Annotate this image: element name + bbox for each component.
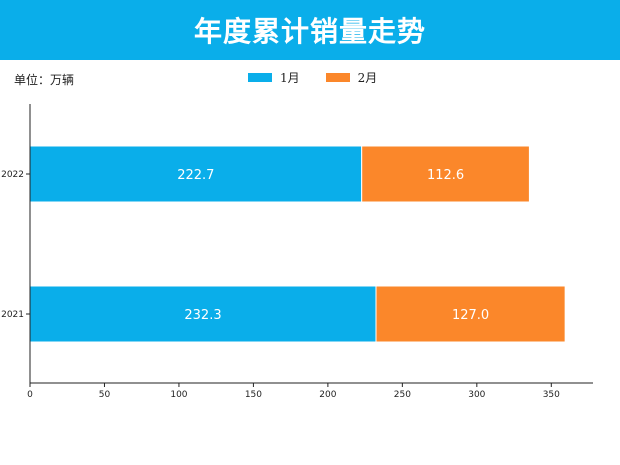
bar-label-2021-series-1: 232.3 <box>184 308 221 323</box>
bar-label-2022-series-2: 112.6 <box>427 168 464 183</box>
x-tick-label-150: 150 <box>245 390 262 400</box>
x-tick-label-250: 250 <box>394 390 411 400</box>
legend-item-feb: 2月 <box>325 69 378 86</box>
bar-label-2022-series-1: 222.7 <box>177 168 214 183</box>
x-tick-label-200: 200 <box>319 390 336 400</box>
x-tick-label-350: 350 <box>543 390 560 400</box>
chart-legend: 1月 2月 <box>248 69 403 86</box>
y-tick-label-2022: 2022 <box>1 170 24 180</box>
unit-label: 单位：万辆 <box>14 73 75 87</box>
x-tick-label-300: 300 <box>468 390 485 400</box>
legend-swatch-feb <box>325 73 350 82</box>
legend-item-jan: 1月 <box>248 69 300 86</box>
bar-2021-series-2 <box>375 285 566 343</box>
legend-label-jan: 1月 <box>280 71 300 85</box>
title-bar: 年度累计销量走势 <box>0 0 620 60</box>
bar-2022-series-1 <box>29 145 363 203</box>
bar-2022-series-2 <box>361 145 530 203</box>
y-tick-label-2021: 2021 <box>1 310 24 320</box>
x-tick-label-50: 50 <box>99 390 111 400</box>
x-tick-label-0: 0 <box>27 390 33 400</box>
chart-title: 年度累计销量走势 <box>193 15 426 48</box>
legend-label-feb: 2月 <box>357 71 378 85</box>
legend-swatch-jan <box>248 73 272 82</box>
bar-label-2021-series-2: 127.0 <box>452 308 489 323</box>
x-tick-label-100: 100 <box>170 390 187 400</box>
